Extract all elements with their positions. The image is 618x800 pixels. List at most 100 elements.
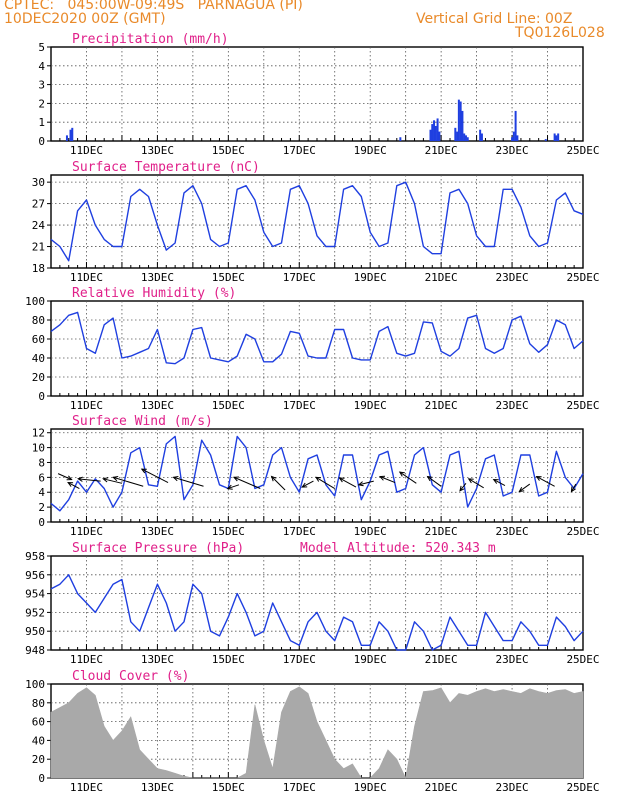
- cloud-date-label: 13DEC: [141, 781, 174, 794]
- wind-arrow: [141, 468, 169, 484]
- precip-bar: [399, 137, 402, 141]
- rh-date-label: 19DEC: [354, 399, 387, 412]
- wind-arrow: [379, 476, 396, 484]
- wind-date-label: 15DEC: [212, 525, 245, 538]
- wind-arrow-head: [102, 477, 109, 483]
- header-grid-note: Vertical Grid Line: 00Z: [416, 11, 573, 27]
- temp-date-label: 19DEC: [354, 271, 387, 284]
- pressure-date-label: 21DEC: [425, 653, 458, 666]
- pressure-title: Surface Pressure (hPa): [72, 541, 244, 556]
- precip-bar: [555, 135, 558, 141]
- wind-arrow: [339, 477, 357, 488]
- wind-date-label: 23DEC: [496, 525, 529, 538]
- precip-bar: [433, 120, 436, 141]
- pressure-ytick-label: 952: [25, 606, 45, 619]
- rh-date-label: 25DEC: [566, 399, 599, 412]
- pressure-date-label: 23DEC: [496, 653, 529, 666]
- rh-ytick-label: 20: [32, 371, 45, 384]
- precip-date-label: 17DEC: [283, 144, 316, 157]
- wind-ytick-label: 6: [38, 471, 45, 484]
- rh-ytick-label: 80: [32, 314, 45, 327]
- wind-arrow: [271, 476, 286, 491]
- pressure-date-label: 19DEC: [354, 653, 387, 666]
- temp-date-label: 13DEC: [141, 271, 174, 284]
- temp-ytick-label: 18: [32, 262, 45, 275]
- temp-date-label: 25DEC: [566, 271, 599, 284]
- wind-arrow: [570, 483, 577, 492]
- rh-ytick-label: 100: [25, 295, 45, 308]
- precip-frame: [50, 46, 584, 142]
- precip-bar: [456, 131, 459, 141]
- wind-date-label: 21DEC: [425, 525, 458, 538]
- precip-bar: [544, 139, 547, 141]
- precip-date-label: 25DEC: [566, 144, 599, 157]
- rh-date-label: 15DEC: [212, 399, 245, 412]
- cloud-date-label: 25DEC: [566, 781, 599, 794]
- temp-date-label: 23DEC: [496, 271, 529, 284]
- wind-frame: [50, 428, 584, 523]
- precip-bar: [436, 118, 439, 141]
- precip-ytick-label: 4: [38, 60, 45, 73]
- pressure-date-label: 11DEC: [70, 653, 103, 666]
- wind-line: [50, 435, 584, 512]
- rh-ytick-label: 40: [32, 352, 45, 365]
- pressure-date-label: 25DEC: [566, 653, 599, 666]
- wind-arrow: [57, 473, 72, 481]
- temp-title: Surface Temperature (nC): [72, 160, 260, 175]
- cloud-date-label: 17DEC: [283, 781, 316, 794]
- wind-arrow-head: [112, 476, 119, 482]
- temp-date-label: 21DEC: [425, 271, 458, 284]
- precip-bar: [461, 110, 464, 141]
- wind-arrow: [233, 476, 261, 489]
- precip-bar: [511, 137, 514, 141]
- cloud-title: Cloud Cover (%): [72, 669, 189, 684]
- wind-arrow: [113, 476, 144, 487]
- cloud-area: [50, 686, 584, 779]
- wind-arrow-head: [570, 486, 576, 493]
- wind-arrow-head: [467, 478, 474, 484]
- wind-ytick-label: 12: [32, 427, 45, 440]
- temp-ytick-label: 24: [32, 219, 46, 232]
- pressure-annotation: Model Altitude: 520.343 m: [300, 541, 496, 556]
- precip-bar: [65, 135, 68, 141]
- wind-date-label: 11DEC: [70, 525, 103, 538]
- rh-title: Relative Humidity (%): [72, 286, 236, 301]
- rh-date-label: 21DEC: [425, 399, 458, 412]
- wind-title: Surface Wind (m/s): [72, 414, 213, 429]
- wind-arrow-head: [518, 486, 525, 493]
- wind-arrow: [519, 483, 531, 492]
- cloud-ytick-label: 100: [25, 678, 45, 691]
- wind-arrow: [301, 480, 314, 488]
- wind-arrow: [315, 476, 335, 489]
- wind-ytick-label: 0: [38, 516, 45, 529]
- precip-bar: [431, 124, 434, 141]
- precip-bar: [429, 129, 432, 141]
- wind-arrow-head: [226, 484, 233, 490]
- cloud-date-label: 23DEC: [496, 781, 529, 794]
- temp-ytick-label: 30: [32, 176, 45, 189]
- precip-date-label: 11DEC: [70, 144, 103, 157]
- precip-bar: [557, 133, 560, 141]
- precip-date-label: 15DEC: [212, 144, 245, 157]
- wind-arrow-head: [301, 482, 308, 488]
- wind-arrow: [399, 471, 417, 484]
- temp-line: [50, 181, 584, 262]
- wind-arrow-head: [67, 481, 74, 487]
- wind-arrow: [358, 480, 374, 486]
- precip-bar: [459, 101, 462, 141]
- cloud-ytick-label: 60: [32, 716, 45, 729]
- wind-arrow-head: [172, 476, 179, 482]
- cloud-date-label: 11DEC: [70, 781, 103, 794]
- precip-bar: [71, 127, 74, 141]
- wind-arrow: [227, 484, 240, 490]
- precip-date-label: 21DEC: [425, 144, 458, 157]
- precip-ytick-label: 3: [38, 79, 45, 92]
- wind-arrow: [459, 482, 467, 492]
- cloud-ytick-label: 40: [32, 734, 45, 747]
- wind-date-label: 25DEC: [566, 525, 599, 538]
- rh-date-label: 13DEC: [141, 399, 174, 412]
- precip-bar: [438, 131, 441, 141]
- wind-arrow-head: [378, 475, 386, 481]
- pressure-date-label: 17DEC: [283, 653, 316, 666]
- temp-date-label: 11DEC: [70, 271, 103, 284]
